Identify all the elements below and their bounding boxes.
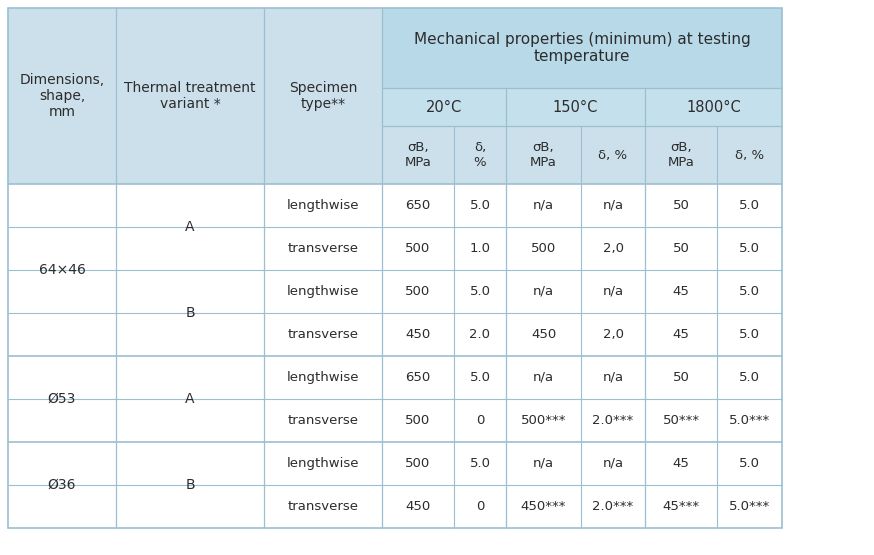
Bar	[8, 227, 782, 270]
Text: n/a: n/a	[533, 199, 554, 212]
Text: Ø36: Ø36	[48, 478, 76, 492]
Text: 5.0: 5.0	[469, 285, 490, 298]
Text: 50: 50	[673, 371, 690, 384]
Text: 50: 50	[673, 199, 690, 212]
Text: 450: 450	[406, 500, 431, 513]
Text: 500***: 500***	[521, 414, 566, 427]
Text: 5.0: 5.0	[469, 199, 490, 212]
Text: n/a: n/a	[602, 285, 623, 298]
Text: 50: 50	[673, 242, 690, 255]
Text: transverse: transverse	[288, 242, 358, 255]
Text: δ, %: δ, %	[735, 149, 764, 162]
Text: transverse: transverse	[288, 500, 358, 513]
Bar	[8, 313, 782, 356]
Text: 450***: 450***	[521, 500, 566, 513]
Text: 2,0: 2,0	[602, 328, 623, 341]
Bar	[8, 270, 782, 313]
Text: lengthwise: lengthwise	[287, 199, 359, 212]
Text: 5.0***: 5.0***	[729, 414, 770, 427]
Text: 500: 500	[406, 457, 431, 470]
Bar	[8, 399, 782, 442]
Text: 500: 500	[531, 242, 556, 255]
Text: Dimensions,
shape,
mm: Dimensions, shape, mm	[19, 73, 105, 119]
Text: 450: 450	[406, 328, 431, 341]
Text: B: B	[185, 306, 195, 320]
Bar	[8, 8, 782, 528]
Bar	[382, 88, 782, 126]
Text: σB,
MPa: σB, MPa	[668, 141, 695, 169]
Bar	[8, 8, 116, 184]
Text: Specimen
type**: Specimen type**	[288, 81, 357, 111]
Text: lengthwise: lengthwise	[287, 371, 359, 384]
Text: 500: 500	[406, 242, 431, 255]
Bar	[8, 356, 782, 399]
Text: σB,
MPa: σB, MPa	[405, 141, 432, 169]
Text: 45: 45	[673, 285, 690, 298]
Text: 5.0: 5.0	[469, 371, 490, 384]
Text: Mechanical properties (minimum) at testing
temperature: Mechanical properties (minimum) at testi…	[413, 32, 751, 64]
Text: lengthwise: lengthwise	[287, 457, 359, 470]
Text: 650: 650	[406, 371, 431, 384]
Bar	[264, 8, 382, 184]
Bar	[382, 8, 782, 88]
Bar	[382, 126, 782, 184]
Text: 45: 45	[673, 328, 690, 341]
Bar	[8, 184, 782, 227]
Text: transverse: transverse	[288, 414, 358, 427]
Text: lengthwise: lengthwise	[287, 285, 359, 298]
Text: n/a: n/a	[602, 457, 623, 470]
Text: 5.0: 5.0	[739, 199, 760, 212]
Text: 500: 500	[406, 285, 431, 298]
Text: n/a: n/a	[602, 199, 623, 212]
Text: 45***: 45***	[662, 500, 699, 513]
Text: Thermal treatment
variant *: Thermal treatment variant *	[124, 81, 256, 111]
Text: transverse: transverse	[288, 328, 358, 341]
Text: 2.0: 2.0	[469, 328, 490, 341]
Text: Ø53: Ø53	[48, 392, 76, 406]
Text: 500: 500	[406, 414, 431, 427]
Text: n/a: n/a	[602, 371, 623, 384]
Text: 5.0: 5.0	[739, 457, 760, 470]
Text: 0: 0	[475, 414, 484, 427]
Text: 0: 0	[475, 500, 484, 513]
Text: 1.0: 1.0	[469, 242, 490, 255]
Text: 5.0: 5.0	[469, 457, 490, 470]
Text: 5.0: 5.0	[739, 285, 760, 298]
Text: 2,0: 2,0	[602, 242, 623, 255]
Text: 20°C: 20°C	[426, 99, 462, 114]
Text: 450: 450	[531, 328, 556, 341]
Text: A: A	[185, 220, 195, 234]
Text: 45: 45	[673, 457, 690, 470]
Text: 5.0: 5.0	[739, 371, 760, 384]
Bar	[8, 442, 782, 485]
Text: σB,
MPa: σB, MPa	[530, 141, 557, 169]
Text: 2.0***: 2.0***	[593, 414, 634, 427]
Text: δ,
%: δ, %	[474, 141, 486, 169]
Text: 5.0: 5.0	[739, 242, 760, 255]
Text: n/a: n/a	[533, 457, 554, 470]
Text: B: B	[185, 478, 195, 492]
Bar	[8, 485, 782, 528]
Text: n/a: n/a	[533, 285, 554, 298]
Text: 5.0: 5.0	[739, 328, 760, 341]
Text: 64×46: 64×46	[38, 263, 86, 277]
Text: A: A	[185, 392, 195, 406]
Bar	[116, 8, 264, 184]
Text: 50***: 50***	[662, 414, 699, 427]
Text: 650: 650	[406, 199, 431, 212]
Text: 150°C: 150°C	[553, 99, 598, 114]
Text: δ, %: δ, %	[599, 149, 628, 162]
Text: 5.0***: 5.0***	[729, 500, 770, 513]
Text: 2.0***: 2.0***	[593, 500, 634, 513]
Text: 1800°C: 1800°C	[686, 99, 741, 114]
Text: n/a: n/a	[533, 371, 554, 384]
